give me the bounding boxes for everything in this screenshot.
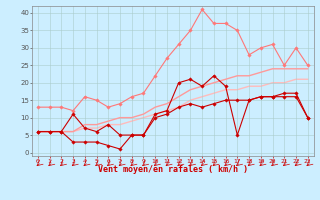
X-axis label: Vent moyen/en rafales ( km/h ): Vent moyen/en rafales ( km/h ) [98, 165, 248, 174]
